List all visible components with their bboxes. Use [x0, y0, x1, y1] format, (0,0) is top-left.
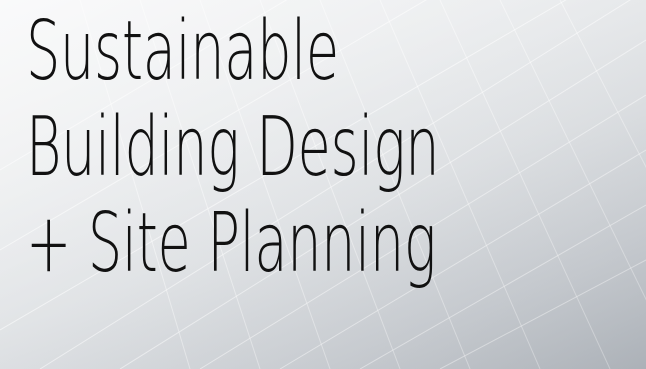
hero-title: Sustainable Building Design + Site Plann… [26, 4, 440, 292]
hero-title-line-1: Sustainable [26, 4, 339, 99]
hero-title-line-2: Building Design [26, 100, 440, 195]
hero-title-line-3: + Site Planning [26, 196, 436, 291]
